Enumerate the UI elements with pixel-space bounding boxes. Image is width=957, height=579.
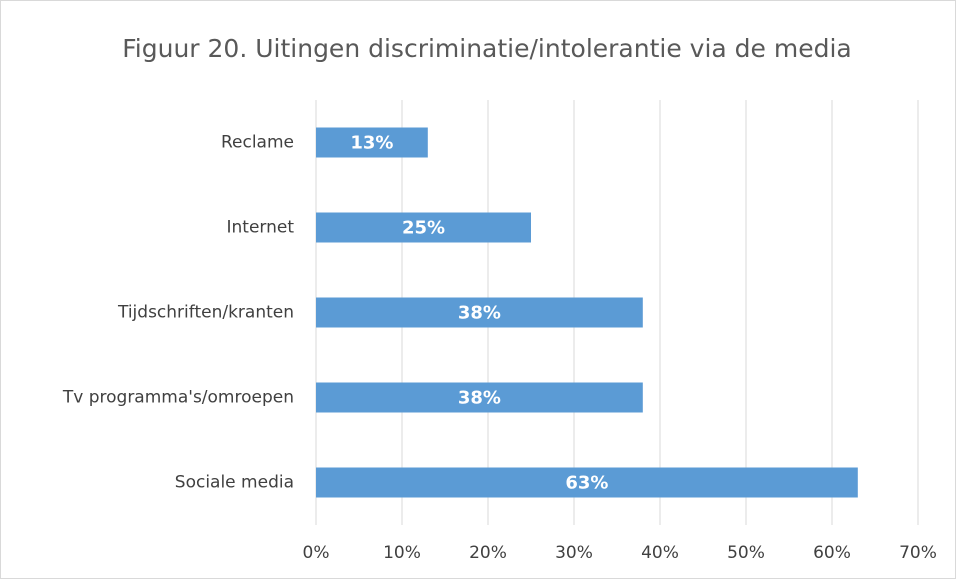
x-tick-label: 30%: [555, 543, 593, 563]
data-label: 25%: [402, 218, 445, 239]
x-tick-label: 70%: [899, 543, 937, 563]
y-tick-label: Sociale media: [175, 473, 294, 493]
x-tick-label: 10%: [383, 543, 421, 563]
data-label: 38%: [458, 303, 501, 324]
data-label: 38%: [458, 388, 501, 409]
x-tick-label: 0%: [303, 543, 330, 563]
bar: [316, 212, 531, 243]
y-tick-label: Reclame: [221, 133, 294, 153]
x-tick-label: 40%: [641, 543, 679, 563]
bar: [316, 467, 858, 498]
chart-title: Figuur 20. Uitingen discriminatie/intole…: [122, 34, 852, 63]
x-tick-label: 60%: [813, 543, 851, 563]
y-tick-label: Tv programma's/omroepen: [62, 388, 294, 408]
x-tick-label: 20%: [469, 543, 507, 563]
bar: [316, 297, 643, 328]
bar: [316, 382, 643, 413]
data-label: 13%: [350, 133, 393, 154]
y-tick-label: Internet: [226, 218, 294, 238]
x-tick-label: 50%: [727, 543, 765, 563]
y-tick-label: Tijdschriften/kranten: [117, 303, 294, 323]
bar: [316, 127, 428, 158]
data-label: 63%: [565, 473, 608, 494]
